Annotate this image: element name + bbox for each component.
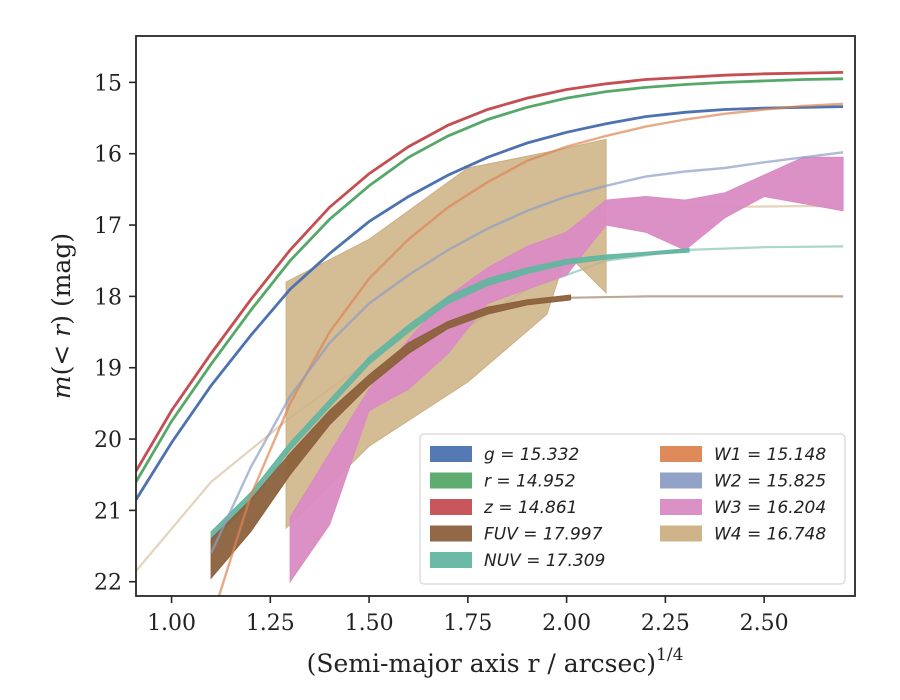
x-tick-label: 1.75 (443, 611, 492, 636)
y-axis-label: m(< r) (mag) (47, 233, 76, 399)
legend-label-fuv: FUV = 17.997 (484, 525, 603, 545)
legend-swatch-nuv (430, 552, 472, 568)
legend-label-r: r = 14.952 (484, 472, 576, 492)
x-tick-label: 1.00 (147, 611, 196, 636)
legend-swatch-fuv (430, 525, 472, 542)
y-tick-label: 20 (94, 428, 122, 453)
series-r (136, 77, 844, 483)
legend-label-w2: W2 = 15.825 (714, 472, 826, 492)
legend-label-nuv: NUV = 17.309 (484, 551, 605, 571)
x-tick-label: 2.00 (542, 611, 591, 636)
legend-swatch-w4 (660, 525, 702, 542)
legend: g = 15.332 r = 14.952 z = 14.861 FUV = 17.9… (419, 433, 846, 585)
series-w2 (210, 151, 844, 554)
plot-frame (135, 35, 856, 597)
y-tick-label: 17 (94, 214, 122, 239)
trace-fuv (566, 295, 844, 299)
y-tick-label: 22 (94, 571, 122, 596)
legend-swatch-w3 (660, 499, 702, 515)
y-tick-label: 18 (94, 285, 122, 310)
x-tick-label: 2.50 (740, 611, 789, 636)
series-w1 (217, 102, 844, 596)
series-z (136, 71, 844, 472)
series-g (136, 105, 844, 501)
x-tick-label: 2.25 (641, 611, 690, 636)
band-nuv (210, 248, 690, 544)
legend-box (419, 433, 846, 585)
legend-label-g: g = 15.332 (484, 445, 579, 465)
legend-swatch-r (430, 472, 472, 489)
legend-label-z: z = 14.861 (483, 498, 577, 518)
x-axis-label: (Semi-major axis r / arcsec)1/4 (307, 645, 684, 678)
legend-swatch-w2 (660, 472, 702, 489)
legend-label-w1: W1 = 15.148 (714, 445, 826, 465)
y-tick-label: 21 (94, 499, 122, 524)
legend-swatch-z (430, 499, 472, 515)
legend-label-w3: W3 = 16.204 (714, 498, 826, 518)
y-tick-label: 15 (94, 71, 122, 96)
y-tick-label: 19 (94, 357, 122, 382)
band-w3 (289, 156, 844, 584)
x-tick-label: 1.50 (345, 611, 394, 636)
legend-swatch-g (430, 446, 472, 462)
legend-label-w4: W4 = 16.748 (714, 525, 826, 545)
band-fuv (210, 294, 572, 580)
x-tick-label: 1.25 (246, 611, 295, 636)
y-tick-label: 16 (94, 143, 122, 168)
legend-swatch-w1 (660, 446, 702, 462)
